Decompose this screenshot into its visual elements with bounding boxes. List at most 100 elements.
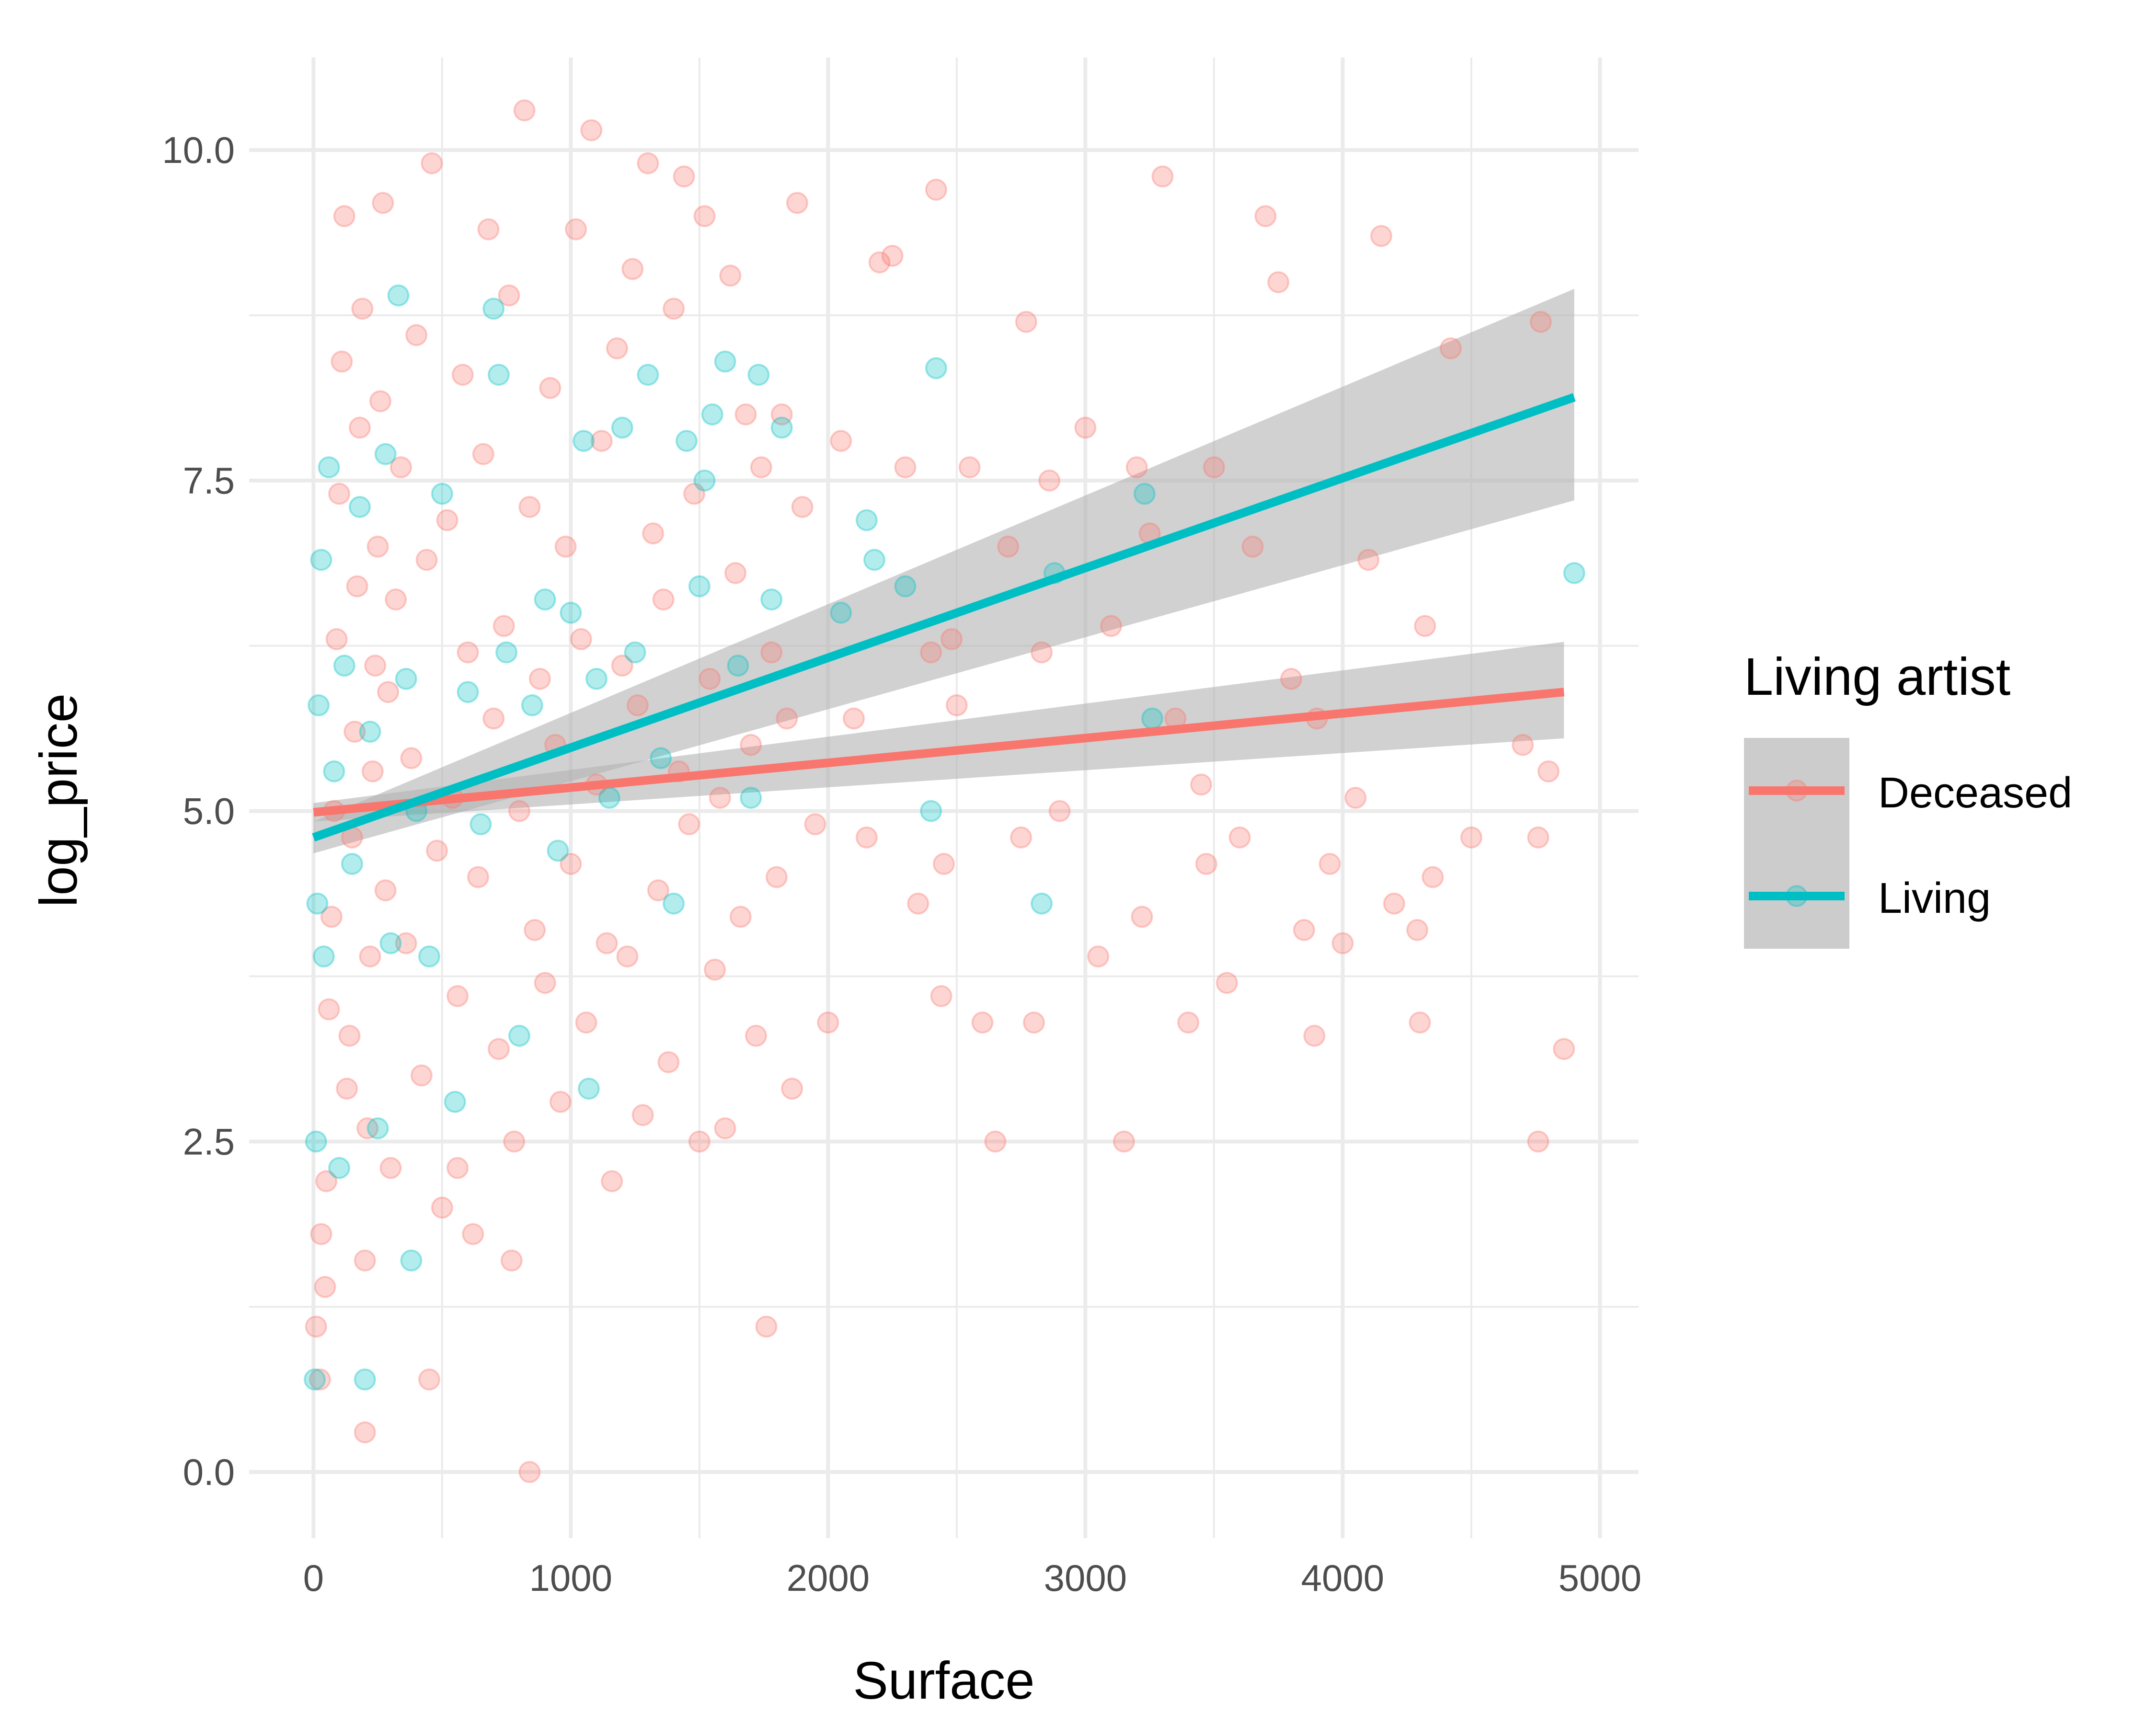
data-point-living bbox=[577, 1077, 600, 1100]
data-point-deceased bbox=[1303, 1024, 1326, 1047]
data-point-living bbox=[1031, 892, 1053, 915]
grid bbox=[249, 58, 1639, 1538]
regression-line-living bbox=[312, 393, 1576, 842]
data-point-deceased bbox=[626, 694, 649, 716]
data-point-living bbox=[367, 1117, 389, 1139]
data-point-deceased bbox=[493, 615, 515, 637]
data-point-deceased bbox=[657, 1051, 680, 1073]
data-point-living bbox=[379, 932, 402, 954]
data-point-deceased bbox=[1022, 1012, 1045, 1034]
data-point-living bbox=[305, 1130, 327, 1153]
data-point-living bbox=[444, 1091, 466, 1113]
data-point-deceased bbox=[596, 932, 618, 954]
data-point-deceased bbox=[817, 1012, 839, 1034]
data-point-deceased bbox=[997, 535, 1020, 558]
data-point-deceased bbox=[621, 258, 644, 280]
data-point-deceased bbox=[415, 549, 438, 571]
data-point-living bbox=[359, 721, 381, 743]
data-point-living bbox=[693, 469, 716, 492]
data-point-deceased bbox=[554, 535, 577, 558]
data-point-deceased bbox=[734, 403, 757, 426]
data-point-deceased bbox=[855, 826, 878, 849]
data-point-deceased bbox=[1254, 205, 1277, 228]
data-point-living bbox=[894, 575, 917, 598]
data-point-living bbox=[470, 813, 492, 836]
data-point-deceased bbox=[1038, 469, 1061, 492]
data-point-living bbox=[547, 840, 569, 862]
data-point-deceased bbox=[318, 998, 340, 1021]
data-point-deceased bbox=[369, 390, 391, 413]
data-point-deceased bbox=[907, 892, 929, 915]
data-point-deceased bbox=[709, 787, 731, 809]
data-point-deceased bbox=[549, 1091, 572, 1113]
y-tick-label: 7.5 bbox=[183, 460, 235, 502]
data-point-deceased bbox=[843, 707, 865, 730]
data-point-deceased bbox=[1553, 1038, 1575, 1060]
legend-key-background bbox=[1744, 738, 1849, 949]
data-point-deceased bbox=[487, 1038, 510, 1060]
legend-label-living: Living bbox=[1878, 874, 1991, 922]
data-point-deceased bbox=[601, 1170, 623, 1193]
data-point-living bbox=[611, 416, 633, 439]
legend-keys bbox=[1749, 780, 1845, 907]
data-point-deceased bbox=[770, 403, 793, 426]
data-point-living bbox=[348, 496, 371, 518]
data-point-deceased bbox=[539, 377, 562, 399]
data-point-deceased bbox=[560, 852, 582, 875]
data-point-living bbox=[747, 364, 770, 386]
data-point-deceased bbox=[1280, 667, 1302, 690]
data-point-living bbox=[598, 787, 620, 809]
data-point-deceased bbox=[1383, 892, 1405, 915]
data-point-living bbox=[760, 588, 783, 611]
legend-title: Living artist bbox=[1744, 647, 2010, 706]
data-point-deceased bbox=[611, 655, 633, 677]
data-point-deceased bbox=[421, 152, 443, 174]
data-point-deceased bbox=[652, 588, 675, 611]
data-point-deceased bbox=[1048, 800, 1071, 822]
data-point-deceased bbox=[714, 1117, 736, 1139]
data-point-deceased bbox=[472, 443, 494, 465]
data-point-deceased bbox=[868, 251, 891, 274]
data-point-deceased bbox=[580, 119, 603, 141]
confidence-band-deceased bbox=[313, 642, 1564, 822]
data-point-living bbox=[418, 945, 440, 968]
data-point-deceased bbox=[447, 985, 469, 1007]
data-point-deceased bbox=[830, 430, 852, 452]
y-tick-label: 10.0 bbox=[162, 129, 235, 171]
data-point-deceased bbox=[500, 1249, 523, 1272]
data-point-living bbox=[1563, 562, 1585, 584]
data-point-deceased bbox=[305, 1315, 327, 1338]
data-point-deceased bbox=[719, 264, 742, 287]
data-point-deceased bbox=[663, 298, 685, 320]
data-point-deceased bbox=[1512, 734, 1534, 756]
data-point-deceased bbox=[1087, 945, 1110, 968]
data-point-deceased bbox=[1527, 1130, 1549, 1153]
data-point-living bbox=[312, 945, 335, 968]
data-point-deceased bbox=[616, 945, 639, 968]
regression-lines bbox=[312, 393, 1576, 842]
data-point-deceased bbox=[348, 416, 371, 439]
data-point-deceased bbox=[1439, 337, 1462, 359]
data-point-deceased bbox=[881, 244, 904, 267]
data-point-living bbox=[482, 298, 505, 320]
data-point-deceased bbox=[374, 879, 397, 902]
data-point-living bbox=[354, 1368, 376, 1391]
data-point-deceased bbox=[518, 1461, 541, 1484]
x-tick-label: 1000 bbox=[529, 1557, 613, 1599]
data-point-living bbox=[1133, 483, 1156, 505]
data-point-deceased bbox=[1015, 310, 1037, 333]
data-point-living bbox=[714, 350, 736, 373]
data-point-deceased bbox=[804, 813, 826, 836]
data-point-deceased bbox=[740, 734, 762, 756]
data-point-deceased bbox=[498, 284, 520, 307]
data-point-living bbox=[688, 575, 711, 598]
data-point-living bbox=[495, 641, 518, 664]
data-point-living bbox=[770, 416, 793, 439]
data-point-deceased bbox=[354, 1249, 376, 1272]
data-point-living bbox=[328, 1157, 350, 1179]
data-point-deceased bbox=[637, 152, 659, 174]
data-point-deceased bbox=[776, 707, 798, 730]
data-point-living bbox=[855, 509, 878, 531]
x-axis-title: Surface bbox=[853, 1651, 1034, 1710]
data-point-deceased bbox=[361, 760, 384, 782]
